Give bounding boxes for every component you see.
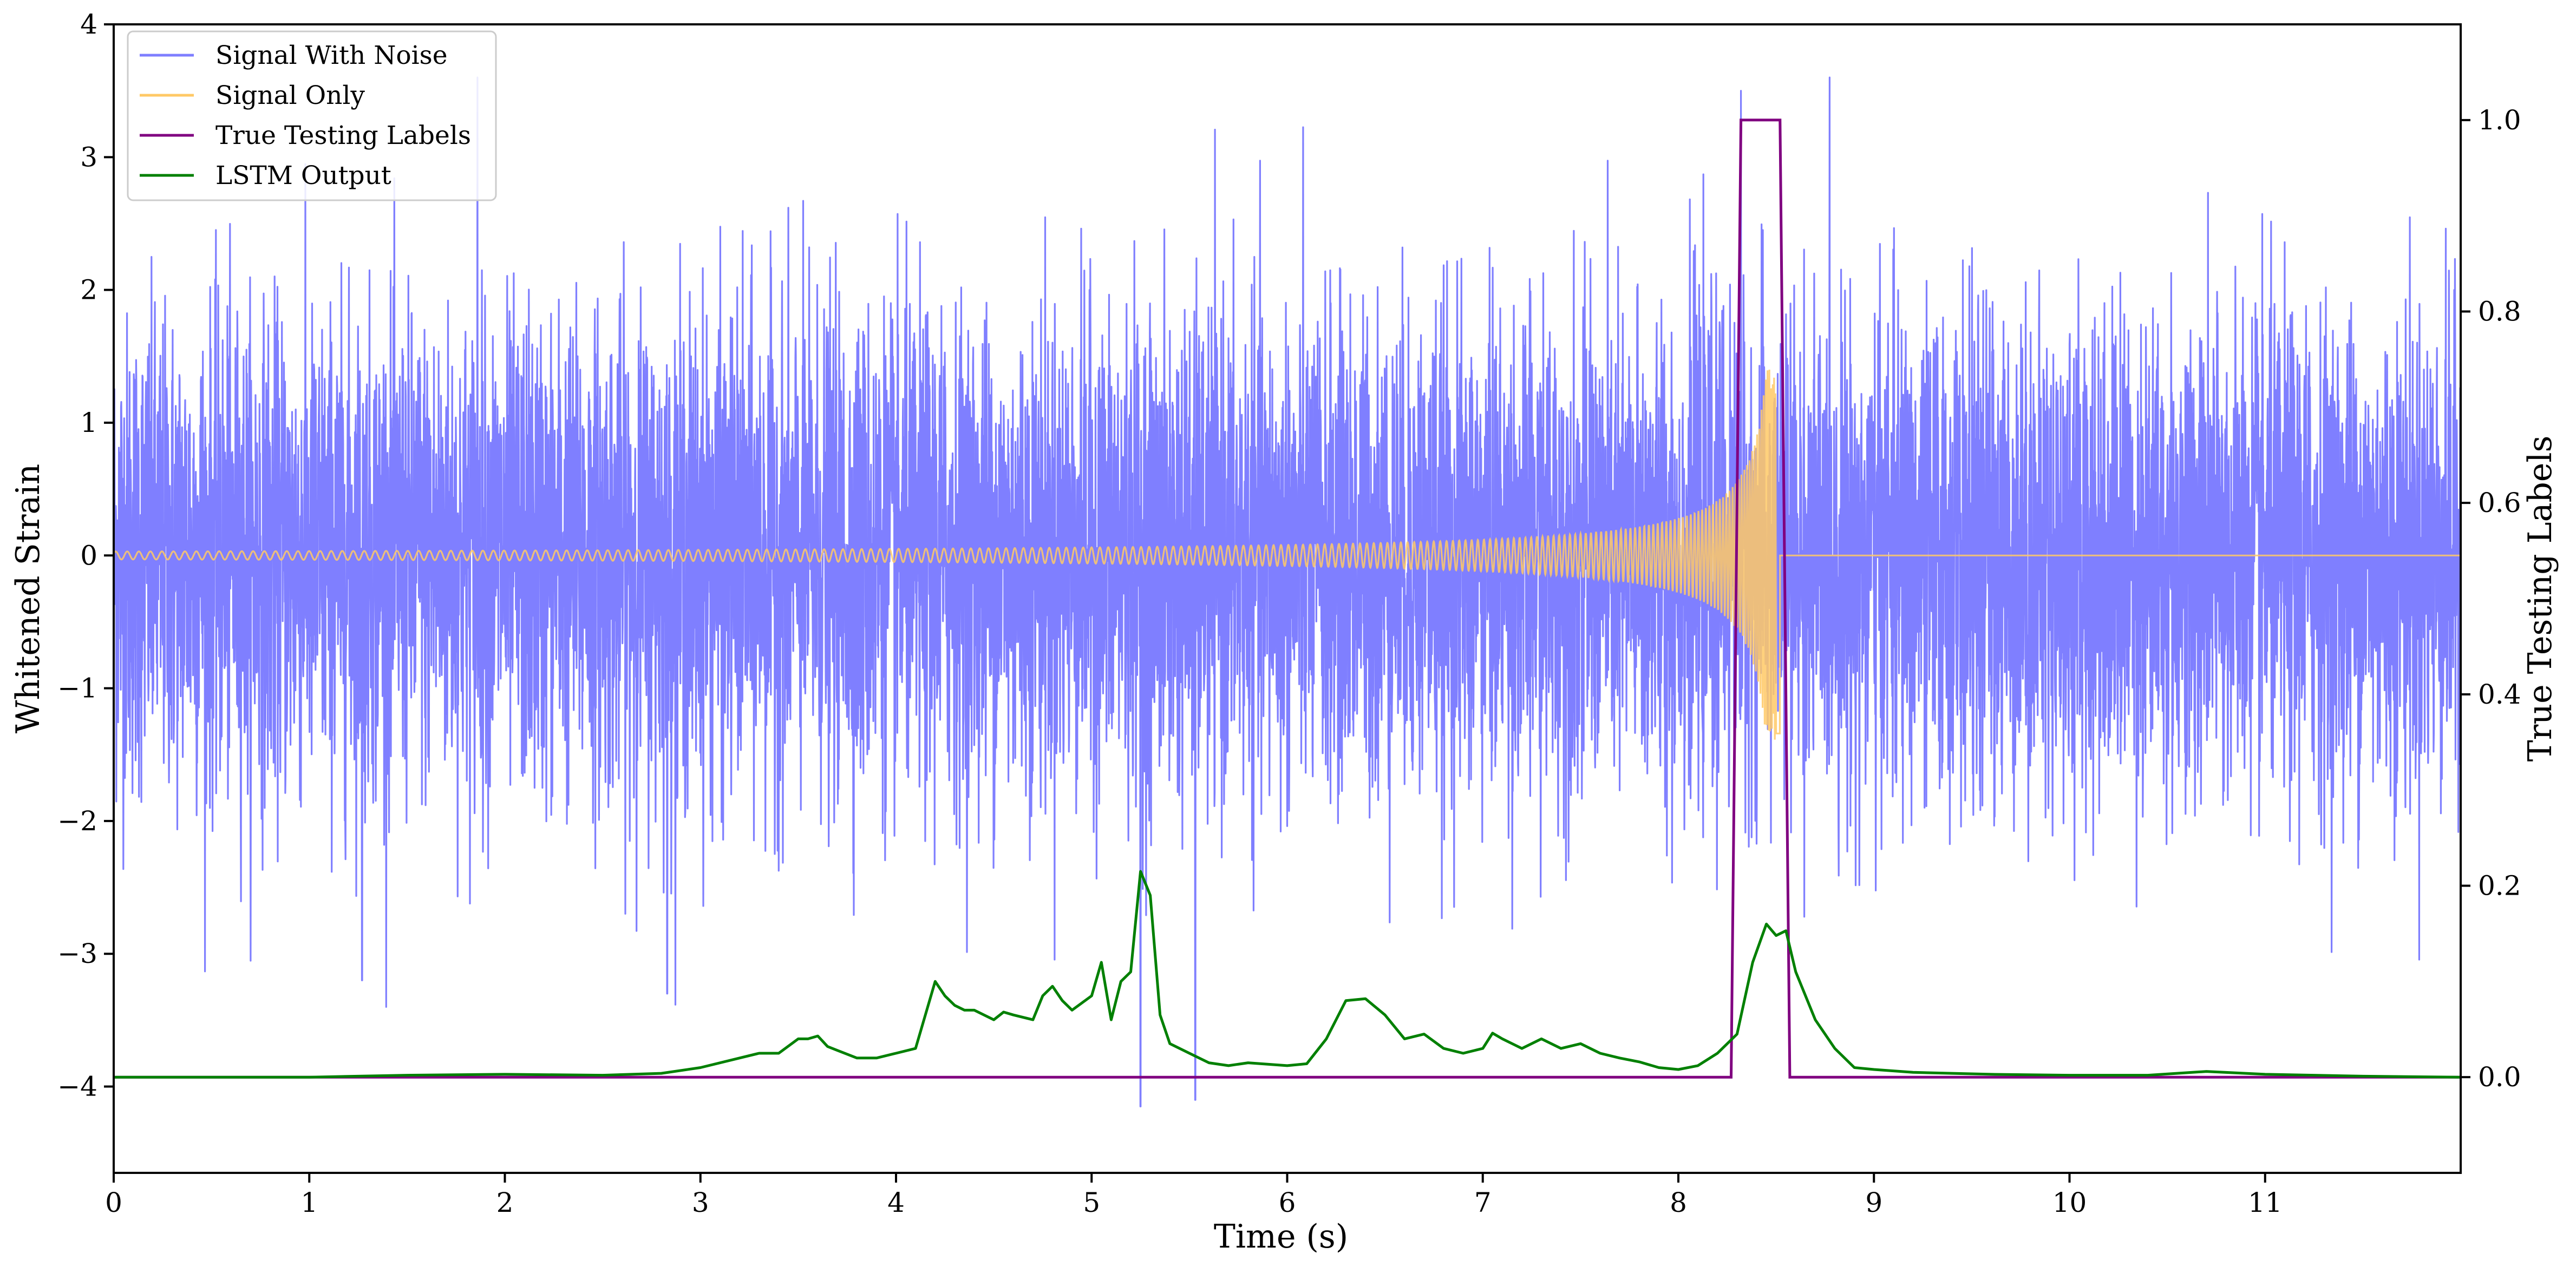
- legend-label: Signal With Noise: [215, 41, 448, 70]
- x-axis-label: Time (s): [1214, 1218, 1348, 1256]
- y-tick-label: −3: [57, 938, 97, 969]
- y2-axis-label: True Testing Labels: [2521, 436, 2559, 762]
- y-tick-label: −1: [57, 673, 97, 704]
- x-tick-label: 2: [496, 1187, 514, 1218]
- x-tick-label: 11: [2248, 1187, 2283, 1218]
- legend: Signal With Noise Signal Only True Testing…: [127, 30, 497, 201]
- x-tick-label: 1: [300, 1187, 318, 1218]
- x-tick-label: 3: [692, 1187, 709, 1218]
- y-tick-label: −2: [57, 805, 97, 837]
- x-axis-ticks: 0 1 2 3 4 5 6 7 8 9 10 11: [105, 1173, 2283, 1218]
- series-true-testing-labels: [114, 119, 2461, 1079]
- legend-label: Signal Only: [215, 81, 365, 110]
- y-tick-label: 2: [80, 274, 97, 306]
- y-tick-label: −4: [57, 1071, 97, 1103]
- y-tick-label: 3: [80, 141, 97, 173]
- x-tick-label: 8: [1670, 1187, 1687, 1218]
- y2-tick-label: 0.6: [2478, 487, 2521, 519]
- y2-tick-label: 1.0: [2478, 104, 2521, 136]
- series-lstm-output: [114, 870, 2461, 1079]
- y2-tick-label: 0.8: [2478, 296, 2521, 327]
- x-tick-label: 5: [1083, 1187, 1100, 1218]
- y2-tick-label: 0.4: [2478, 679, 2521, 710]
- y-axis-label: Whitened Strain: [9, 464, 47, 733]
- y-tick-label: 1: [80, 407, 97, 438]
- y2-tick-label: 0.2: [2478, 870, 2521, 902]
- series-signal-with-noise: [114, 76, 2461, 1107]
- plot-area: [114, 76, 2461, 1107]
- x-tick-label: 6: [1279, 1187, 1296, 1218]
- series-signal-only: [114, 369, 2461, 740]
- legend-box: [127, 30, 497, 201]
- x-tick-label: 9: [1865, 1187, 1882, 1218]
- y-tick-label: 4: [80, 9, 97, 40]
- legend-label: True Testing Labels: [215, 121, 471, 150]
- y-axis-ticks: 4 3 2 1 0 −1 −2 −3 −4: [57, 9, 114, 1103]
- x-tick-label: 10: [2052, 1187, 2087, 1218]
- x-tick-label: 4: [887, 1187, 905, 1218]
- legend-label: LSTM Output: [215, 161, 391, 191]
- x-tick-label: 7: [1474, 1187, 1492, 1218]
- x-tick-label: 0: [105, 1187, 122, 1218]
- y2-tick-label: 0.0: [2478, 1061, 2521, 1093]
- y-tick-label: 0: [80, 540, 97, 571]
- y2-axis-ticks: 1.0 0.8 0.6 0.4 0.2 0.0: [2461, 104, 2521, 1093]
